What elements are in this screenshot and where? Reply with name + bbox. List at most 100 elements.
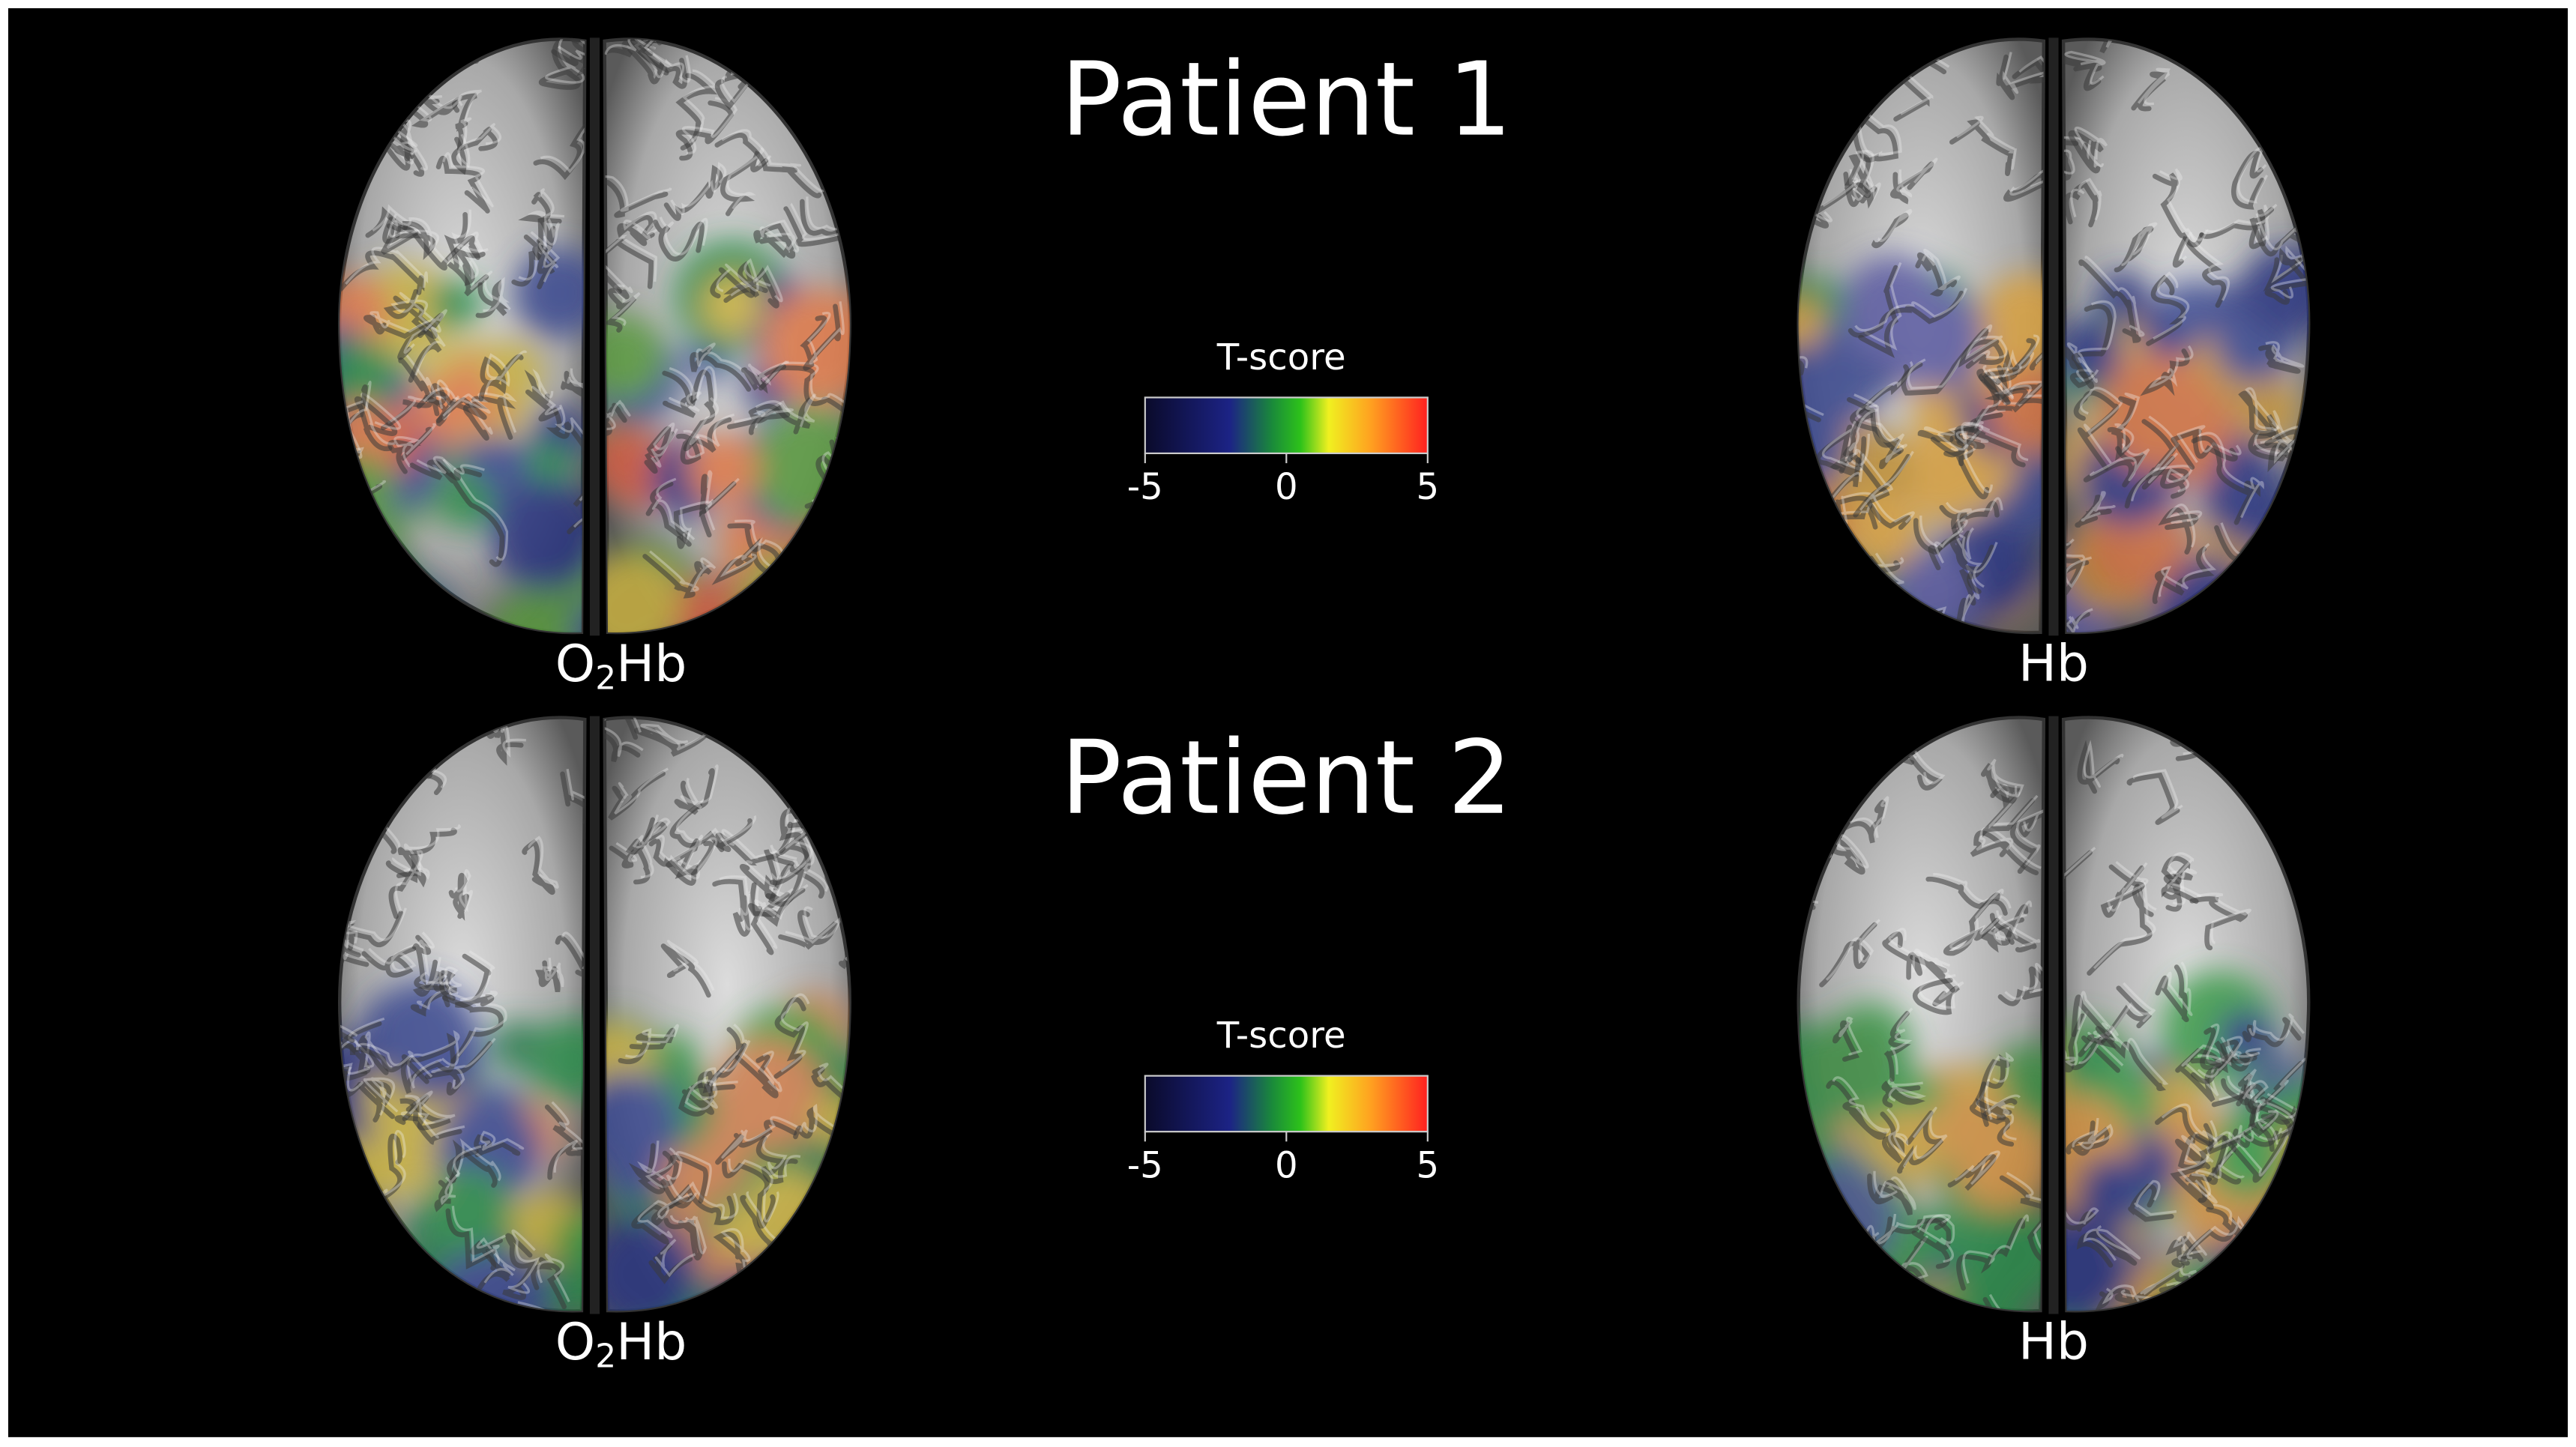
sulcus [445,1208,497,1271]
sulcus [1943,892,2000,956]
gyrus-highlight [2265,341,2305,368]
sulcus [502,1233,538,1300]
sulcus [1978,349,2031,385]
sulcus [1989,913,2037,953]
sulcus [523,234,557,289]
gyrus-highlight [1864,262,1902,351]
sulcus [399,1098,462,1145]
sulcus [2114,226,2154,273]
sulcus [710,261,768,299]
sulcus [783,206,850,262]
activation-blob [490,480,585,591]
gyrus-highlight [780,993,810,1073]
gyrus-highlight [2084,256,2145,337]
sulcus [383,289,438,339]
gyrus-highlight [418,931,452,985]
sulcus [2162,871,2194,912]
sulcus [642,554,712,599]
gyrus-highlight [666,1151,712,1203]
gyrus-highlight [558,39,585,70]
sulcus [2152,546,2215,605]
gyrus-highlight [734,400,794,423]
activation-blob [488,590,576,633]
gyrus-highlight [637,1192,693,1239]
sulcus [604,717,641,763]
sulcus [628,1143,674,1194]
sulcus [726,404,791,429]
gyrus-highlight [680,501,716,543]
sulcus [2063,1013,2085,1073]
gyrus-highlight [431,1037,496,1090]
gyrus-highlight [604,399,631,431]
gyrus-highlight [615,818,671,863]
sulcus [773,997,806,1079]
activation-blob [604,313,666,401]
gyrus-highlight [484,350,528,395]
sulcus [409,459,483,481]
gyrus-highlight [654,1239,696,1278]
sulcus [2128,1183,2174,1222]
gyrus-highlight [2196,892,2251,944]
sulcus [1956,1218,2026,1291]
gyrus-highlight [759,219,800,253]
sulcus [2083,446,2147,488]
gyrus-highlight [604,235,657,294]
sulcus [2238,390,2276,438]
gyrus-highlight [649,550,717,593]
gyrus-highlight [817,1063,850,1099]
sulcus [361,946,417,978]
sulcus [1853,487,1911,531]
gyrus-highlight [1962,1214,2030,1284]
gyrus-highlight [2018,39,2044,73]
sulcus [364,312,444,339]
gyrus-highlight [1994,362,2044,438]
sulcus [453,247,486,286]
sulcus [720,150,768,217]
sulcus [1949,119,2014,176]
gyrus-highlight [340,1023,364,1092]
colorbar-tick-label: 5 [1416,466,1439,508]
sulcus [1949,531,1982,594]
label-part: O [555,634,595,693]
sulcus [645,481,692,547]
gyrus-highlight [369,309,447,333]
sulcus [2195,1130,2279,1155]
sulcus [2066,1120,2110,1156]
gyrus-highlight [454,869,473,913]
sulcus [1911,1218,1952,1269]
sulcus [697,1042,747,1099]
brain-label: O2Hb [555,634,687,697]
sulcus [538,40,582,90]
sulcus [811,1066,850,1105]
sulcus [2231,151,2265,210]
sulcus [425,1041,493,1096]
sulcus [448,873,469,921]
gyrus-highlight [1859,483,1915,524]
gyrus-highlight [442,152,494,208]
sulcus [1871,212,1909,249]
gyrus-highlight [614,767,669,815]
sulcus [712,879,751,937]
gyrus-highlight [352,1129,406,1224]
sulcus [2063,611,2090,633]
gyrus-highlight [1853,393,1907,463]
sulcus [1970,830,2039,876]
sulcus [608,771,666,821]
sulcus [1958,339,2004,369]
sulcus [2063,139,2079,181]
sulcus [2126,772,2180,825]
sulcus [714,133,822,199]
sulcus [690,346,752,392]
gyrus-highlight [530,231,561,283]
gyrus-highlight [764,360,850,408]
gyrus-highlight [2181,1132,2214,1164]
gyrus-highlight [2197,1036,2261,1066]
sulcus [2087,883,2154,976]
gyrus-highlight [1954,1150,2000,1185]
gyrus-highlight [720,819,797,860]
gyrus-highlight [2077,300,2117,383]
sulcus [2075,495,2112,528]
sulcus [755,1135,798,1185]
sulcus [531,1257,567,1310]
sulcus [660,943,711,998]
